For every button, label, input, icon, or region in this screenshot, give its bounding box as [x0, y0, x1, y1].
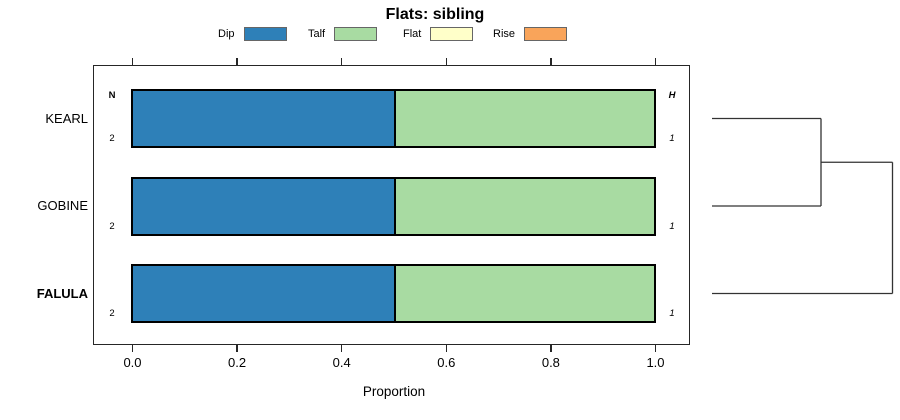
category-label-kearl: KEARL	[45, 110, 88, 126]
h-value: 1	[669, 308, 675, 319]
legend-swatch	[334, 26, 378, 41]
bottom-tick-1.0	[654, 345, 657, 352]
legend-item-dip: Dip	[218, 26, 287, 41]
category-label-gobine: GOBINE	[37, 198, 88, 213]
bar-segment-dip	[133, 266, 394, 321]
n-value: 2	[109, 133, 115, 144]
legend-label: Talf	[308, 27, 326, 40]
top-tick-0.4	[340, 58, 343, 65]
bar-segment-talf	[393, 266, 654, 321]
top-tick-0.8	[550, 58, 552, 65]
bottom-tick-0.6	[445, 345, 448, 352]
legend-swatch	[243, 26, 287, 41]
x-tick-label-0.2: 0.2	[228, 355, 247, 370]
legend-swatch	[430, 26, 474, 41]
h-column-header: H	[668, 90, 676, 101]
top-tick-1.0	[654, 58, 657, 65]
bar-segment-dip	[133, 91, 394, 146]
legend-item-rise: Rise	[493, 26, 568, 41]
top-tick-0.6	[445, 58, 448, 65]
bottom-tick-0.8	[550, 345, 552, 352]
chart-title: Flats: sibling	[385, 6, 485, 23]
stacked-bar-falula	[131, 264, 656, 323]
top-tick-0.2	[236, 58, 238, 65]
x-tick-label-0.6: 0.6	[437, 355, 456, 370]
top-tick-0.0	[131, 58, 134, 65]
legend-item-talf: Talf	[308, 26, 378, 41]
x-tick-label-1.0: 1.0	[646, 355, 665, 370]
bar-segment-dip	[133, 178, 394, 234]
category-label-falula: FALULA	[36, 285, 88, 301]
legend-item-flat: Flat	[403, 26, 474, 41]
legend-label: Flat	[403, 27, 422, 40]
stacked-bar-kearl	[131, 89, 656, 148]
plot-area-border	[93, 65, 690, 345]
legend-swatch	[524, 26, 568, 41]
n-value: 2	[109, 308, 115, 319]
legend-label: Dip	[218, 27, 235, 40]
x-axis-title: Proportion	[362, 384, 426, 399]
bottom-tick-0.2	[236, 345, 238, 352]
n-column-header: N	[108, 90, 116, 101]
stacked-bar-gobine	[131, 176, 656, 236]
h-value: 1	[669, 133, 675, 144]
x-tick-label-0.8: 0.8	[541, 355, 560, 370]
bottom-tick-0.0	[131, 345, 134, 352]
x-tick-label-0.0: 0.0	[123, 355, 142, 370]
bar-segment-talf	[393, 178, 654, 234]
h-value: 1	[669, 220, 675, 232]
bottom-tick-0.4	[340, 345, 343, 352]
legend-label: Rise	[493, 27, 516, 40]
x-tick-label-0.4: 0.4	[332, 355, 351, 370]
n-value: 2	[109, 220, 115, 232]
bar-segment-talf	[393, 91, 654, 146]
